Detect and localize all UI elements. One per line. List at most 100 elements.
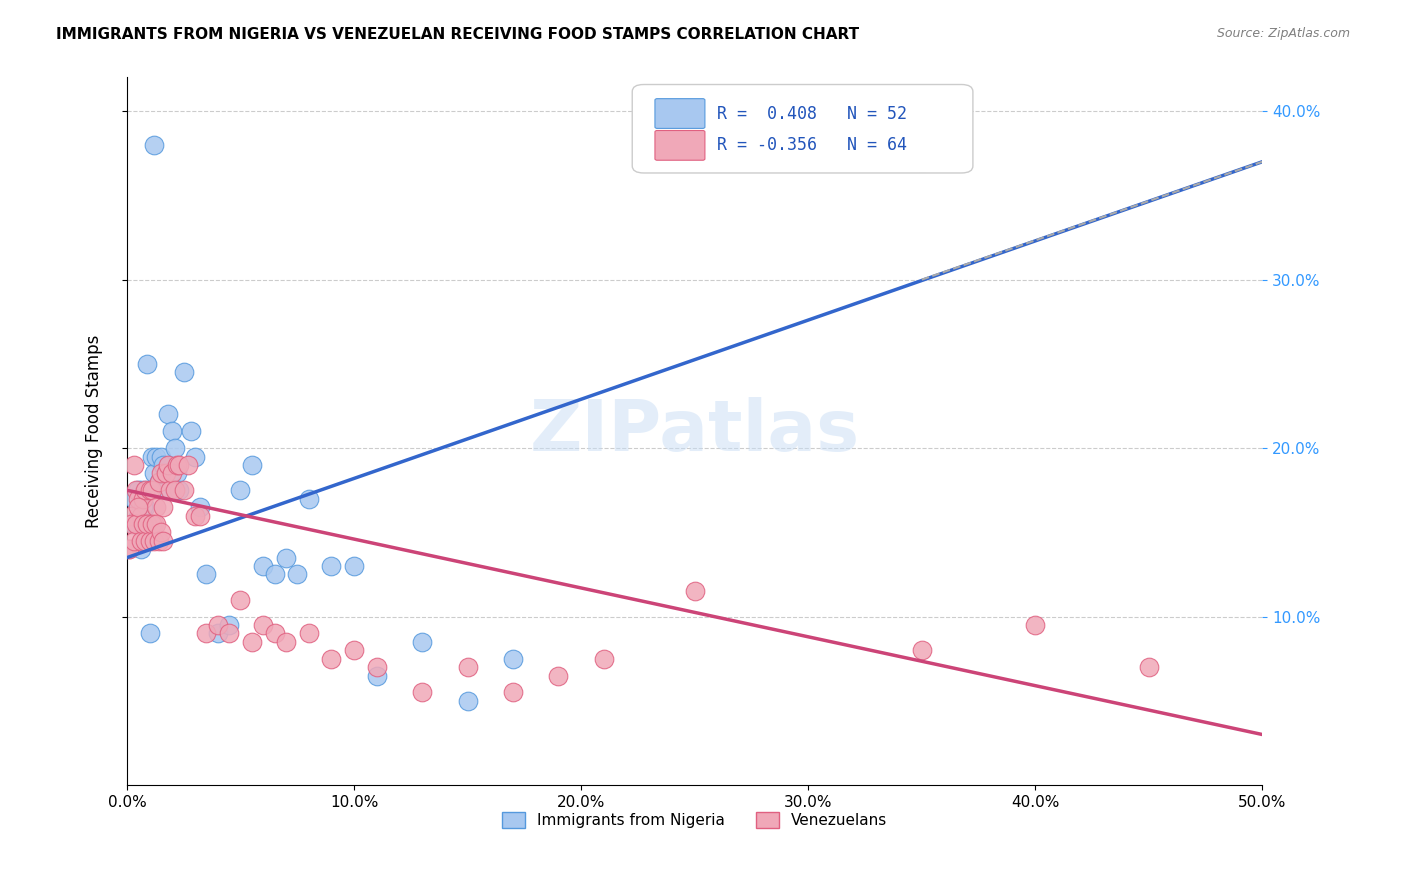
Text: Source: ZipAtlas.com: Source: ZipAtlas.com	[1216, 27, 1350, 40]
Point	[166, 467, 188, 481]
Point	[457, 694, 479, 708]
Point	[502, 685, 524, 699]
Point	[132, 516, 155, 531]
Point	[118, 542, 141, 557]
Point	[122, 491, 145, 506]
Y-axis label: Receiving Food Stamps: Receiving Food Stamps	[86, 334, 103, 528]
Point	[366, 668, 388, 682]
Point	[129, 542, 152, 557]
Point	[252, 618, 274, 632]
Point	[162, 424, 184, 438]
Point	[156, 408, 179, 422]
Point	[188, 508, 211, 523]
Point	[502, 651, 524, 665]
Point	[118, 542, 141, 557]
Point	[156, 458, 179, 472]
Point	[152, 533, 174, 548]
Point	[125, 483, 148, 498]
Point	[141, 483, 163, 498]
Point	[152, 458, 174, 472]
Point	[125, 516, 148, 531]
Point	[134, 533, 156, 548]
Point	[120, 516, 142, 531]
Point	[122, 458, 145, 472]
Point	[129, 533, 152, 548]
Point	[159, 467, 181, 481]
Point	[177, 458, 200, 472]
FancyBboxPatch shape	[655, 130, 704, 161]
Point	[218, 626, 240, 640]
Point	[297, 626, 319, 640]
Point	[132, 500, 155, 514]
Point	[195, 567, 218, 582]
Text: IMMIGRANTS FROM NIGERIA VS VENEZUELAN RECEIVING FOOD STAMPS CORRELATION CHART: IMMIGRANTS FROM NIGERIA VS VENEZUELAN RE…	[56, 27, 859, 42]
Point	[263, 567, 285, 582]
Point	[184, 450, 207, 464]
Point	[1024, 618, 1046, 632]
Point	[188, 500, 211, 514]
Point	[343, 559, 366, 574]
Point	[229, 592, 252, 607]
Point	[321, 559, 343, 574]
Point	[134, 500, 156, 514]
Point	[207, 618, 229, 632]
Point	[162, 467, 184, 481]
Point	[274, 635, 297, 649]
Point	[143, 516, 166, 531]
Point	[148, 533, 170, 548]
Point	[252, 559, 274, 574]
Legend: Immigrants from Nigeria, Venezuelans: Immigrants from Nigeria, Venezuelans	[496, 805, 893, 834]
Point	[411, 635, 433, 649]
Point	[149, 467, 172, 481]
Point	[167, 483, 190, 498]
Point	[122, 533, 145, 548]
Point	[195, 626, 218, 640]
Point	[141, 450, 163, 464]
Point	[285, 567, 308, 582]
Text: R = -0.356   N = 64: R = -0.356 N = 64	[717, 136, 907, 154]
Point	[125, 516, 148, 531]
Point	[143, 533, 166, 548]
Point	[240, 635, 263, 649]
Point	[127, 491, 149, 506]
Point	[683, 584, 706, 599]
Point	[145, 500, 167, 514]
Point	[1137, 660, 1160, 674]
Point	[134, 483, 156, 498]
Point	[152, 500, 174, 514]
Point	[411, 685, 433, 699]
Point	[457, 660, 479, 674]
Point	[184, 508, 207, 523]
Point	[155, 467, 177, 481]
Point	[366, 660, 388, 674]
Point	[263, 626, 285, 640]
Point	[136, 357, 159, 371]
Point	[138, 483, 160, 498]
Point	[122, 516, 145, 531]
Point	[155, 483, 177, 498]
Point	[138, 626, 160, 640]
Point	[138, 533, 160, 548]
Point	[138, 516, 160, 531]
Point	[145, 516, 167, 531]
Point	[229, 483, 252, 498]
Text: ZIPatlas: ZIPatlas	[530, 397, 859, 466]
Point	[132, 491, 155, 506]
Point	[149, 450, 172, 464]
Point	[159, 483, 181, 498]
Point	[343, 643, 366, 657]
Point	[592, 651, 614, 665]
Point	[125, 516, 148, 531]
Point	[129, 483, 152, 498]
Point	[911, 643, 934, 657]
Point	[240, 458, 263, 472]
Text: R =  0.408   N = 52: R = 0.408 N = 52	[717, 104, 907, 122]
Point	[143, 137, 166, 152]
Point	[141, 516, 163, 531]
Point	[120, 508, 142, 523]
FancyBboxPatch shape	[633, 85, 973, 173]
Point	[207, 626, 229, 640]
Point	[179, 424, 201, 438]
Point	[127, 483, 149, 498]
Point	[145, 450, 167, 464]
